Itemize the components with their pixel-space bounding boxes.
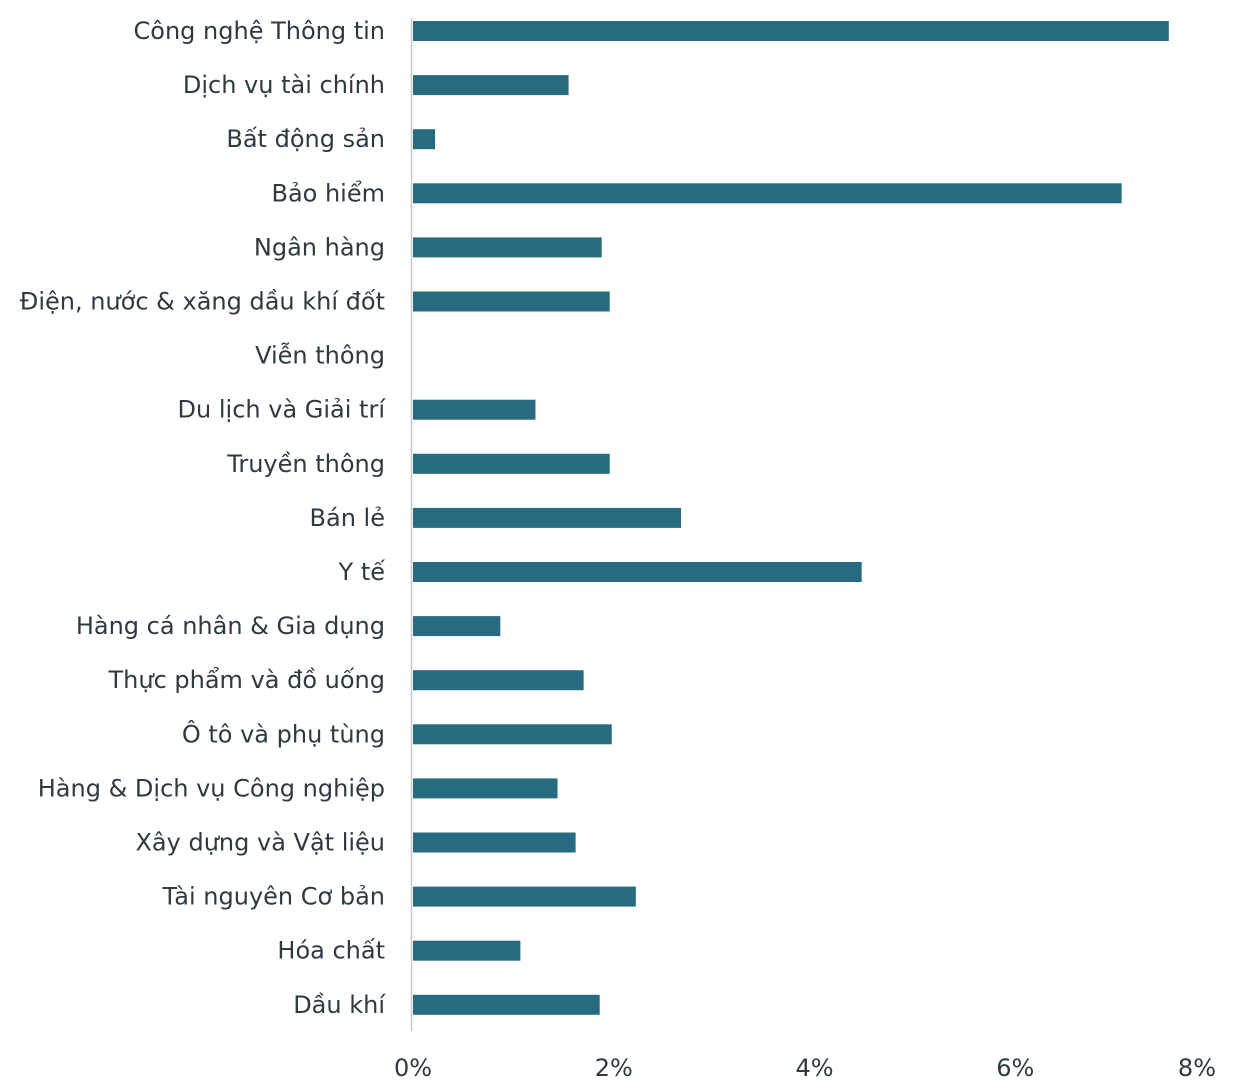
bar [413,237,602,258]
category-label: Ngân hàng [254,233,385,261]
bar [413,399,536,420]
category-label: Điện, nước & xăng dầu khí đốt [20,288,385,316]
bar [413,994,600,1015]
x-axis-ticks: 0% 2% 4% 6% 8% [394,1054,1216,1080]
category-label: Hóa chất [277,937,385,965]
bar [413,291,610,312]
bar [413,183,1122,204]
bar [413,129,436,150]
category-label: Y tế [338,558,386,586]
bar [413,832,576,853]
category-label: Dịch vụ tài chính [183,71,385,99]
bars [413,21,1169,1015]
category-label: Bảo hiểm [271,179,385,207]
category-label: Xây dựng và Vật liệu [135,829,385,857]
bar [413,886,636,907]
category-label: Bất động sản [226,125,385,153]
category-label: Bán lẻ [310,504,385,532]
x-tick-label: 6% [996,1054,1034,1080]
bar [413,453,610,474]
x-tick-label: 8% [1178,1054,1216,1080]
bar [413,616,501,637]
bar [413,507,682,528]
category-label: Hàng & Dịch vụ Công nghiệp [38,774,385,802]
bar [413,724,612,745]
category-label: Ô tô và phụ tùng [182,718,385,748]
bar [413,778,558,799]
category-label: Viễn thông [255,341,385,370]
bar [413,21,1169,41]
category-label: Công nghệ Thông tin [134,17,385,45]
bar [413,940,521,961]
category-label: Du lịch và Giải trí [178,396,387,424]
bar [413,75,569,96]
x-tick-label: 0% [394,1054,432,1080]
category-label: Thực phẩm và đồ uống [108,666,386,694]
category-labels: Công nghệ Thông tin Dịch vụ tài chính Bất … [20,17,387,1019]
category-label: Dầu khí [293,991,386,1019]
category-label: Hàng cá nhân & Gia dụng [76,612,385,640]
bar [413,670,584,691]
category-label: Tài nguyên Cơ bản [161,883,385,911]
bar [413,562,862,582]
x-tick-label: 4% [795,1054,833,1080]
x-tick-label: 2% [595,1054,633,1080]
category-label: Truyền thông [226,450,385,478]
